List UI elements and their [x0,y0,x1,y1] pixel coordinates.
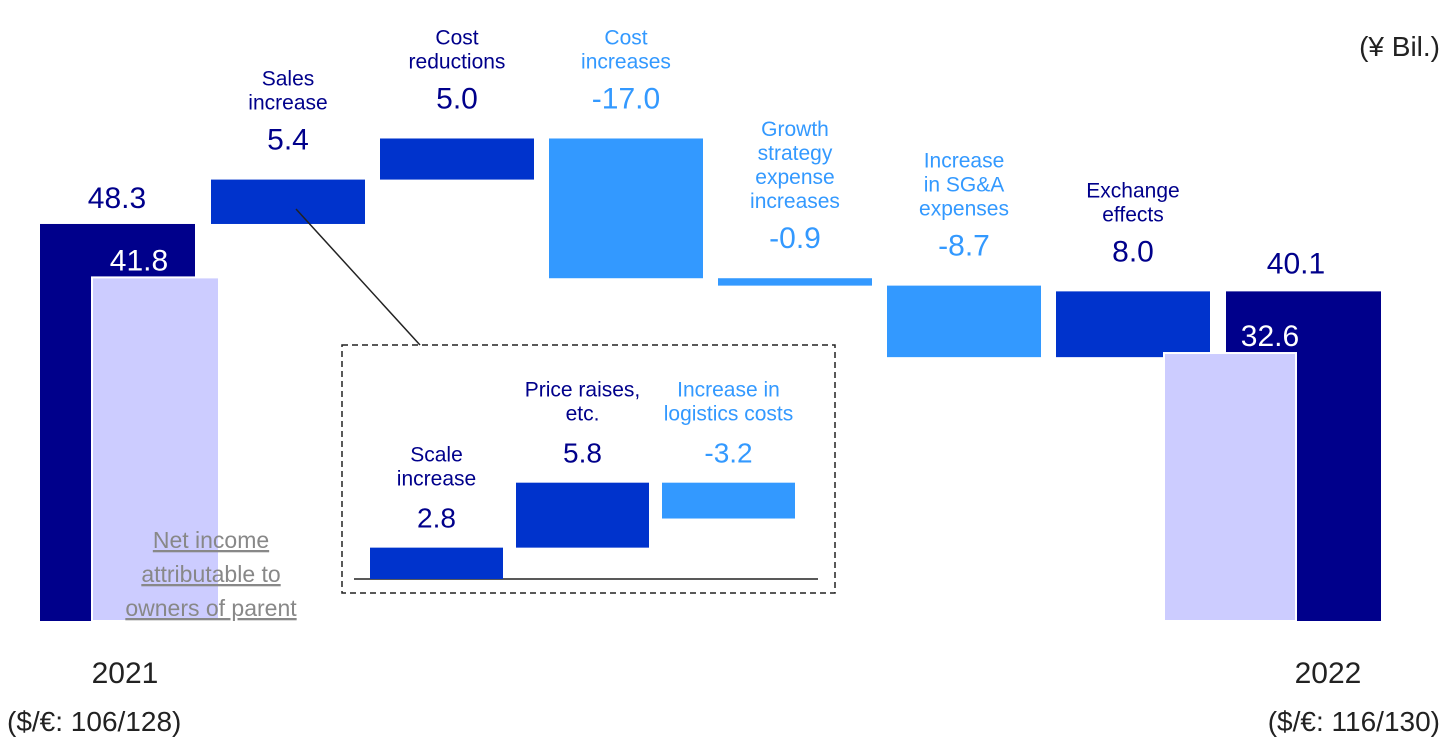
label-step-4-line-2: expenses [919,198,1009,221]
label-step-1-line-0: Cost [435,26,478,49]
value-step-1: 5.0 [436,82,478,115]
breakdown-label-1-line-1: etc. [566,403,600,426]
bar-step-1 [380,138,534,180]
breakdown-bar-0 [370,547,503,579]
breakdown-bar-2 [662,482,795,519]
value-step-0: 5.4 [267,124,309,157]
bar-2021-net-income [91,276,220,622]
label-step-2-line-0: Cost [604,26,647,49]
year-2021: 2021 [92,657,159,690]
year-2022: 2022 [1295,657,1362,690]
bar-step-4 [887,285,1041,358]
value-step-5: 8.0 [1112,235,1154,268]
breakdown-label-1-line-0: Price raises, [525,379,641,402]
label-step-4-line-0: Increase [924,150,1005,173]
breakdown-connector [295,208,421,346]
value-2022-net-income: 32.6 [1241,320,1299,353]
net-income-legend-line-0: Net income [153,527,269,553]
net-income-legend-line-1: attributable to [141,561,280,587]
breakdown-label-0-line-0: Scale [410,444,463,467]
breakdown-label-2-line-0: Increase in [677,379,780,402]
label-step-3-line-2: expense [755,166,834,189]
bar-step-3 [718,278,872,286]
breakdown-value-2: -3.2 [704,438,752,469]
value-2021-net-income: 41.8 [110,244,168,277]
label-step-4-line-1: in SG&A [924,174,1005,197]
breakdown-label-2-line-1: logistics costs [664,403,794,426]
unit-label: (¥ Bil.) [1359,31,1440,62]
bar-step-0 [211,179,365,224]
breakdown-value-1: 5.8 [563,438,602,469]
bar-step-5 [1056,291,1210,358]
label-step-3-line-1: strategy [758,142,833,165]
rate-2021: ($/€: 106/128) [7,706,181,737]
value-2022-operating-profit: 40.1 [1267,247,1325,280]
label-step-5-line-1: effects [1102,203,1163,226]
label-step-1-line-1: reductions [409,50,506,73]
bar-step-2 [549,138,703,279]
value-2021-operating-profit: 48.3 [88,182,146,215]
label-step-2-line-1: increases [581,50,671,73]
label-step-0-line-1: increase [248,92,327,115]
breakdown-bar-1 [516,482,649,548]
label-step-5-line-0: Exchange [1086,179,1179,202]
value-step-4: -8.7 [938,230,990,263]
breakdown-label-0-line-1: increase [397,468,476,491]
label-step-3-line-3: increases [750,190,840,213]
rate-2022: ($/€: 116/130) [1268,706,1440,737]
bar-2022-net-income [1163,352,1297,622]
value-step-3: -0.9 [769,222,821,255]
label-step-0-line-0: Sales [262,68,315,91]
label-step-3-line-0: Growth [761,118,829,141]
value-step-2: -17.0 [592,82,660,115]
breakdown-value-0: 2.8 [417,503,456,534]
net-income-legend-line-2: owners of parent [125,595,297,621]
